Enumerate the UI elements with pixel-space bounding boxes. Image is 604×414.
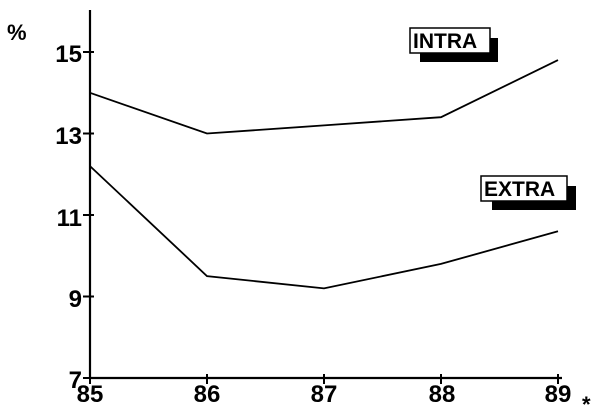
- series-label-extra-text: EXTRA: [484, 178, 555, 201]
- x-tick-label-89: 89: [545, 381, 572, 408]
- y-tick-label-7: 7: [69, 367, 82, 394]
- series-label-extra: EXTRA: [480, 175, 576, 210]
- y-tick-label-15: 15: [55, 41, 82, 68]
- y-tick-label-11: 11: [57, 205, 82, 232]
- y-axis-label: %: [7, 20, 27, 45]
- series-label-extra-box: [480, 175, 568, 202]
- x-axis-note: *: [582, 392, 591, 414]
- y-tick-label-9: 9: [69, 286, 82, 313]
- series-label-intra-box: [409, 27, 491, 54]
- axis-ticks: [83, 51, 559, 384]
- x-tick-label-87: 87: [311, 381, 338, 408]
- x-tick-label-85: 85: [77, 381, 104, 408]
- x-tick-label-86: 86: [194, 381, 221, 408]
- series-line-extra: [89, 165, 559, 290]
- series-label-intra-text: INTRA: [413, 30, 477, 53]
- x-tick-label-88: 88: [429, 381, 456, 408]
- series-lines: [89, 59, 559, 290]
- y-tick-label-13: 13: [55, 123, 82, 150]
- series-line-intra: [89, 59, 559, 135]
- series-label-intra: INTRA: [409, 27, 498, 62]
